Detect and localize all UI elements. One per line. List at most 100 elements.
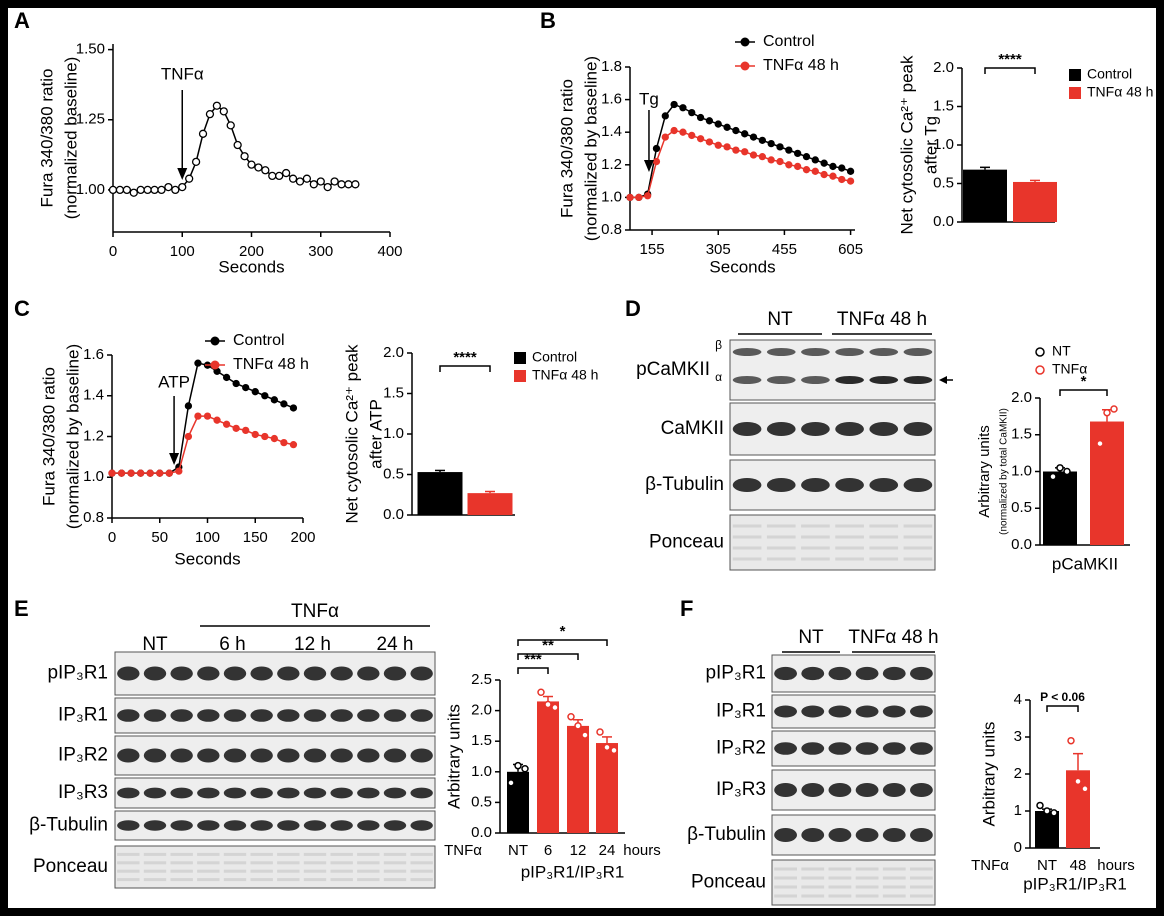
data-point bbox=[626, 193, 634, 202]
band bbox=[250, 709, 273, 722]
ponceau-band bbox=[223, 852, 247, 856]
x-axis-label: Seconds bbox=[218, 257, 284, 276]
ponceau-band bbox=[330, 869, 353, 873]
band bbox=[143, 666, 167, 681]
row-label: IP₃R2 bbox=[716, 738, 766, 759]
significance-bracket bbox=[517, 639, 608, 646]
y-axis-label: Fura 340/380 ratio bbox=[557, 79, 576, 218]
bar bbox=[567, 725, 589, 833]
data-point bbox=[741, 130, 749, 138]
x-tick-label: 300 bbox=[308, 243, 333, 260]
ponceau-band bbox=[903, 535, 933, 539]
data-point bbox=[351, 180, 360, 189]
panel-letter: F bbox=[680, 596, 693, 621]
ponceau-band bbox=[903, 557, 933, 561]
y-tick-label: 0.0 bbox=[933, 213, 954, 230]
legend-label: TNFα 48 h bbox=[532, 367, 598, 383]
bar bbox=[467, 493, 513, 515]
band-arrow bbox=[939, 376, 947, 384]
ponceau-band bbox=[828, 885, 852, 889]
band bbox=[330, 820, 353, 831]
panel-letter: E bbox=[14, 596, 29, 621]
band bbox=[766, 422, 796, 436]
significance-label: * bbox=[1081, 373, 1087, 390]
row-label: β-Tubulin bbox=[29, 815, 108, 836]
legend-marker bbox=[740, 37, 750, 47]
data-point bbox=[270, 396, 279, 404]
data-point bbox=[785, 146, 793, 154]
y-tick-label: 2.5 bbox=[471, 671, 492, 688]
band bbox=[903, 478, 933, 492]
band bbox=[197, 666, 220, 681]
y-tick-label: 2 bbox=[1014, 765, 1022, 782]
data-point bbox=[696, 113, 705, 122]
legend-marker bbox=[740, 61, 750, 71]
band bbox=[774, 783, 797, 797]
x-tick-label: 24 bbox=[599, 842, 616, 859]
y-axis-label: (normalized baseline) bbox=[61, 57, 80, 220]
band bbox=[117, 748, 140, 763]
data-point bbox=[280, 400, 288, 408]
data-point bbox=[1096, 439, 1104, 448]
data-point bbox=[1063, 467, 1071, 476]
ponceau-band bbox=[170, 852, 193, 856]
band bbox=[903, 422, 933, 436]
band bbox=[410, 748, 433, 763]
data-point bbox=[749, 151, 758, 159]
data-point bbox=[544, 700, 552, 709]
data-point bbox=[679, 104, 687, 112]
ponceau-band bbox=[828, 894, 852, 898]
y-tick-label: 1.25 bbox=[76, 111, 105, 128]
ponceau-band bbox=[774, 876, 797, 880]
ponceau-band bbox=[766, 524, 796, 528]
y-tick-label: 0.0 bbox=[471, 824, 492, 841]
lane-header: 24 h bbox=[377, 634, 414, 655]
ponceau-band bbox=[143, 869, 167, 873]
band bbox=[801, 376, 830, 384]
legend-label: TNFα 48 h bbox=[1087, 84, 1153, 100]
y-axis-label: Arbitrary units bbox=[979, 722, 998, 827]
data-point bbox=[741, 148, 749, 156]
x-tick-label: 305 bbox=[706, 241, 731, 258]
blot-strip bbox=[729, 402, 936, 456]
arrow-head bbox=[643, 160, 654, 172]
row-label: IP₃R2 bbox=[58, 745, 108, 766]
blot-strip bbox=[114, 697, 436, 734]
band bbox=[882, 783, 906, 797]
band bbox=[766, 348, 796, 356]
y-tick-label: 2.0 bbox=[933, 59, 954, 76]
ponceau-band bbox=[277, 861, 300, 865]
band bbox=[383, 666, 407, 681]
data-point bbox=[846, 177, 855, 185]
band bbox=[835, 422, 864, 436]
data-point bbox=[537, 688, 545, 696]
bar bbox=[507, 771, 529, 833]
band bbox=[223, 666, 247, 681]
data-point bbox=[122, 185, 131, 195]
data-point bbox=[281, 168, 291, 178]
data-point bbox=[233, 140, 242, 150]
x-axis-label: Seconds bbox=[709, 257, 775, 276]
ponceau-band bbox=[170, 869, 193, 873]
band bbox=[882, 742, 906, 755]
band bbox=[828, 742, 852, 755]
ponceau-band bbox=[903, 546, 933, 550]
arrow-head bbox=[177, 168, 188, 180]
x-tick-label: NT bbox=[1037, 857, 1057, 874]
data-point bbox=[191, 157, 201, 167]
legend-marker bbox=[1069, 69, 1081, 81]
y-axis-label: Fura 340/380 ratio bbox=[37, 69, 56, 208]
blot-strip bbox=[114, 810, 436, 841]
bar bbox=[1035, 811, 1059, 848]
data-point bbox=[696, 135, 705, 143]
data-point bbox=[688, 108, 696, 117]
ponceau-band bbox=[197, 869, 220, 873]
band bbox=[170, 748, 193, 763]
ponceau-band bbox=[766, 557, 796, 561]
data-point bbox=[242, 383, 250, 392]
band bbox=[383, 709, 407, 722]
band bbox=[277, 666, 300, 681]
band bbox=[250, 820, 273, 831]
lane-header: TNFα 48 h bbox=[837, 309, 927, 330]
data-point bbox=[596, 728, 604, 736]
